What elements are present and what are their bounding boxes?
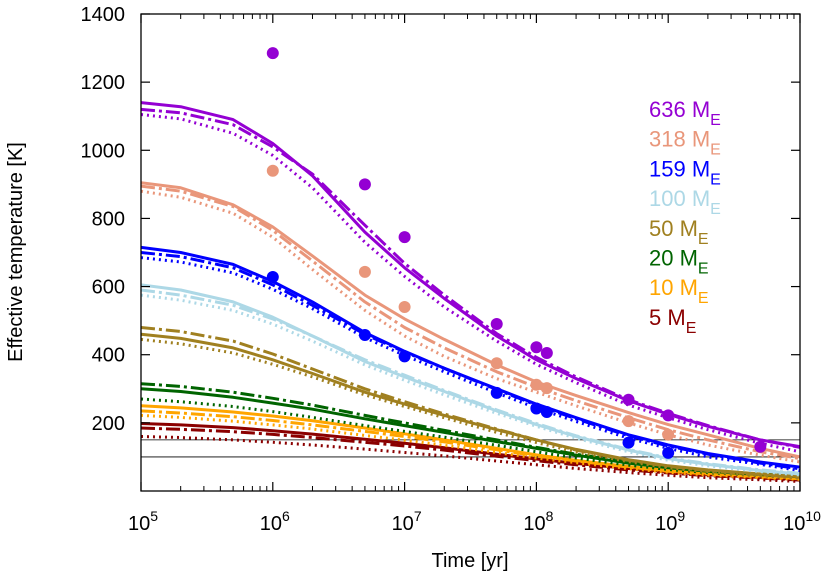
data-point-318 xyxy=(530,378,543,391)
x-tick-label: 107 xyxy=(392,508,422,535)
legend-entry-50: 50 ME xyxy=(649,216,709,248)
series-line-100-dotted xyxy=(141,293,800,477)
y-tick-label: 1200 xyxy=(81,72,126,94)
data-point-159 xyxy=(662,446,675,459)
series-line-636-solid xyxy=(141,101,800,449)
data-point-636 xyxy=(398,231,411,244)
axis-ticks xyxy=(140,13,801,491)
series-line-159-dashed xyxy=(141,251,800,471)
series-points xyxy=(266,47,767,459)
series-line-20-dotted xyxy=(141,397,800,480)
data-point-636 xyxy=(530,341,543,354)
data-point-636 xyxy=(754,440,767,453)
x-tick-labels: 105 106 107 108 109 1010 xyxy=(128,508,821,535)
series-line-100-dashed xyxy=(141,288,800,475)
x-tick-label: 109 xyxy=(655,508,685,535)
x-tick-label: 108 xyxy=(523,508,553,535)
legend-entry-10: 10 ME xyxy=(649,275,709,307)
series-line-159-dotted xyxy=(141,256,800,473)
data-point-318 xyxy=(622,415,635,428)
y-tick-labels: 200 400 600 800 1000 1200 1400 xyxy=(81,4,126,435)
series-line-318-dotted xyxy=(141,189,800,464)
legend-entry-100: 100 ME xyxy=(649,186,721,218)
data-point-318 xyxy=(540,382,553,395)
data-point-636 xyxy=(622,393,635,406)
legend-entry-20: 20 ME xyxy=(649,246,709,278)
data-point-636 xyxy=(266,47,279,60)
x-tick-label: 1010 xyxy=(783,508,821,535)
data-point-318 xyxy=(662,428,675,441)
series-lines xyxy=(141,101,800,483)
data-point-318 xyxy=(398,301,411,314)
y-tick-label: 1000 xyxy=(81,140,126,162)
y-tick-label: 200 xyxy=(92,413,125,435)
legend-entry-636: 636 ME xyxy=(649,97,721,129)
x-tick-label: 105 xyxy=(128,508,158,535)
data-point-636 xyxy=(490,318,503,331)
data-point-318 xyxy=(490,357,503,370)
legend-entry-5: 5 ME xyxy=(649,305,696,337)
data-point-636 xyxy=(540,347,553,360)
legend-entry-318: 318 ME xyxy=(649,127,721,159)
data-point-636 xyxy=(662,409,675,422)
y-tick-label: 400 xyxy=(92,345,125,367)
data-point-318 xyxy=(358,265,371,278)
data-point-159 xyxy=(540,405,553,418)
data-point-159 xyxy=(490,386,503,399)
series-line-10-solid xyxy=(141,404,800,480)
data-point-159 xyxy=(358,328,371,341)
data-point-159 xyxy=(398,350,411,363)
data-point-318 xyxy=(266,164,279,177)
series-line-318-solid xyxy=(141,181,800,459)
series-line-5-dotted xyxy=(141,435,800,483)
series-line-318-dashed xyxy=(141,184,800,461)
series-line-10-dashed xyxy=(141,409,800,481)
y-tick-label: 600 xyxy=(92,277,125,299)
y-axis-label: Effective temperature [K] xyxy=(5,142,27,362)
data-point-159 xyxy=(530,402,543,415)
data-point-159 xyxy=(622,436,635,449)
plot-frame xyxy=(140,13,801,492)
y-tick-label: 800 xyxy=(92,208,125,230)
series-line-50-dashed xyxy=(141,326,800,479)
y-tick-label: 1400 xyxy=(81,4,126,26)
data-point-636 xyxy=(358,178,371,191)
data-point-159 xyxy=(266,271,279,284)
series-line-5-dashed xyxy=(141,426,800,482)
x-tick-label: 106 xyxy=(260,508,290,535)
series-line-10-dotted xyxy=(141,413,800,481)
legend-entry-159: 159 ME xyxy=(649,156,721,188)
x-axis-label: Time [yr] xyxy=(431,550,508,572)
